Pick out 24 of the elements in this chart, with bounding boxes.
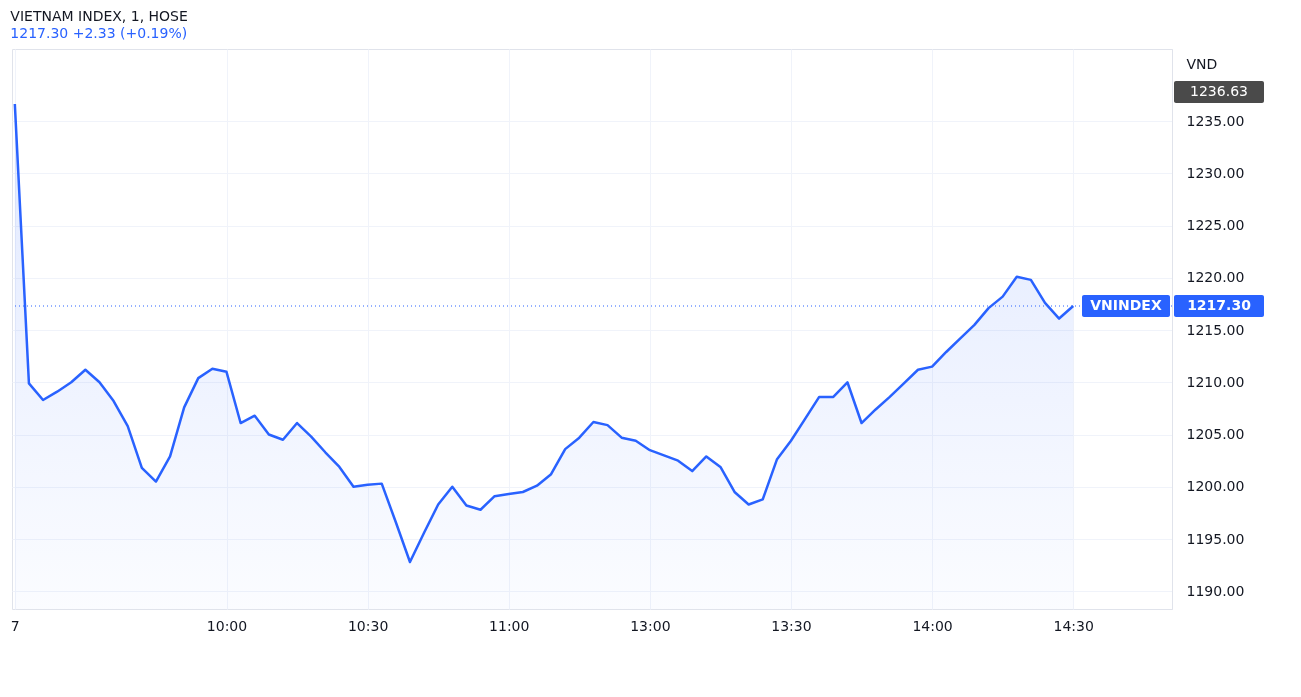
x-tick-label: 7 [10,617,20,634]
x-tick-label: 10:00 [206,617,248,634]
y-tick-label: 1235.00 [1186,112,1245,129]
text: 1236.63 [1190,83,1248,99]
y-tick-label: 1225.00 [1186,217,1245,234]
y-tick-label: 1205.00 [1186,426,1245,443]
x-tick-label: 10:30 [347,617,389,634]
y-tick-label: 1190.00 [1186,582,1245,599]
x-tick-label: 13:00 [630,617,671,634]
y-tick-label: 1210.00 [1186,373,1245,390]
annotation: VNINDEX [1090,297,1162,314]
x-tick-label: 13:30 [771,617,812,634]
y-tick-label: 1195.00 [1186,530,1245,547]
y-tick-label: 1200.00 [1186,478,1245,495]
x-tick-label: 14:30 [1053,617,1094,634]
chart-subtitle: 1217.30 +2.33 (+0.19%) [10,25,188,41]
y-tick-label: 1230.00 [1186,164,1245,181]
x-tick-label: 11:00 [489,617,530,634]
x-tick-label: 14:00 [912,617,953,634]
chart-title: VIETNAM INDEX, 1, HOSE [10,8,188,24]
y-axis-title: VND [1186,55,1218,72]
ref-line-label: 1217.30 [1187,297,1252,314]
y-tick-label: 1215.00 [1186,321,1245,338]
y-tick-label: 1220.00 [1186,269,1245,286]
